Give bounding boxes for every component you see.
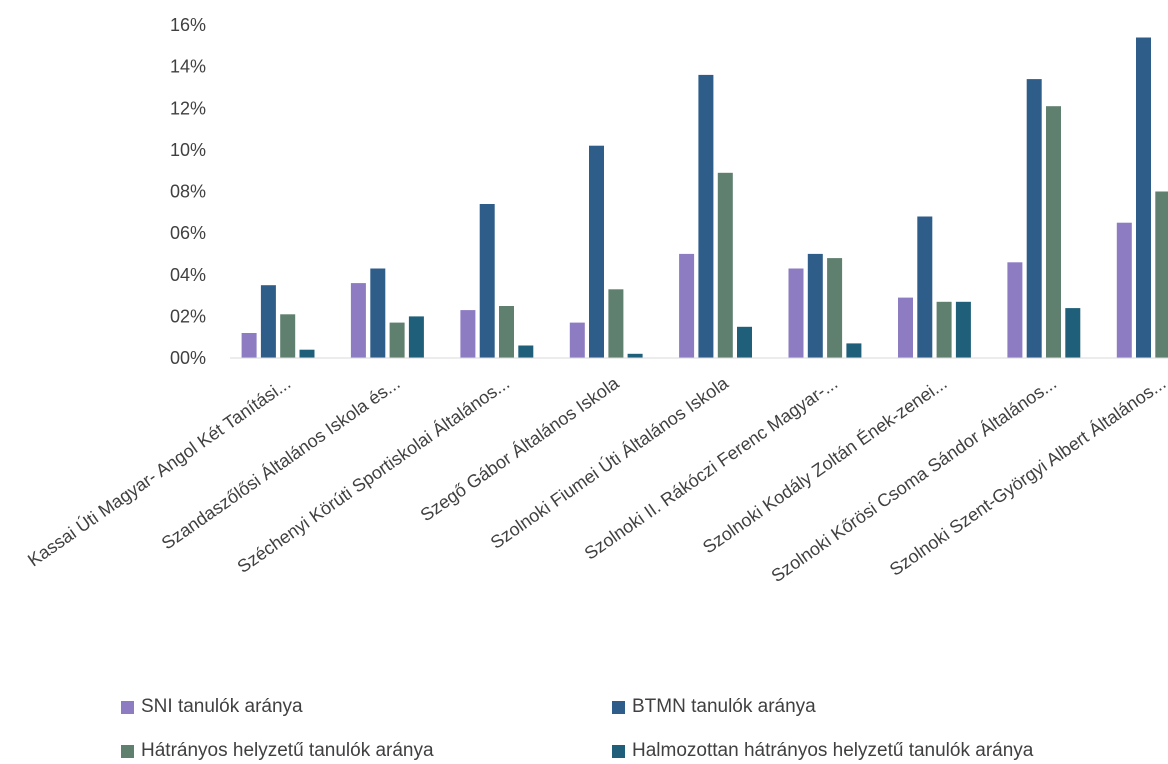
bar[interactable] — [518, 345, 534, 359]
bar[interactable] — [1007, 262, 1023, 358]
bar[interactable] — [1026, 79, 1042, 358]
bar[interactable] — [1065, 308, 1081, 358]
y-tick-label: 04% — [170, 265, 206, 285]
bar[interactable] — [717, 172, 733, 358]
legend-swatch-sni — [121, 700, 134, 714]
bar[interactable] — [846, 343, 862, 358]
bar[interactable] — [260, 285, 276, 358]
bar[interactable] — [737, 326, 752, 358]
bar[interactable] — [499, 306, 514, 358]
bar[interactable] — [827, 258, 843, 358]
legend: SNI tanulók aránya BTMN tanulók aránya H… — [0, 680, 1168, 764]
legend-label-sni: SNI tanulók aránya — [141, 696, 303, 717]
bar[interactable] — [1155, 191, 1168, 359]
bar[interactable] — [1116, 222, 1132, 358]
x-tick-label: Szolnoki Fiumei Úti Általános Iskola — [486, 372, 732, 553]
legend-swatch-hh — [121, 744, 134, 758]
bar[interactable] — [627, 353, 643, 358]
bar[interactable] — [608, 289, 624, 358]
legend-item-sni[interactable]: SNI tanulók aránya — [121, 696, 303, 718]
x-axis: Kassai Úti Magyar- Angol Két Tanítási...… — [24, 372, 1168, 587]
bar[interactable] — [350, 283, 366, 358]
bar[interactable] — [460, 310, 476, 358]
bar[interactable] — [569, 322, 585, 358]
bar[interactable] — [589, 145, 604, 358]
legend-swatch-hhh — [612, 744, 625, 758]
legend-item-btmn[interactable]: BTMN tanulók aránya — [612, 696, 816, 718]
legend-label-hh: Hátrányos helyzetű tanulók aránya — [141, 740, 434, 761]
bar[interactable] — [280, 314, 296, 358]
bars — [241, 37, 1168, 359]
bar[interactable] — [299, 349, 315, 358]
bar[interactable] — [807, 253, 823, 358]
bar[interactable] — [1046, 106, 1061, 358]
y-axis: 00% 02% 04% 06% 08% 10% 12% 14% 16% — [170, 15, 206, 368]
y-tick-label: 08% — [170, 182, 206, 202]
bar[interactable] — [898, 297, 913, 358]
bar[interactable] — [479, 204, 495, 358]
legend-item-hh[interactable]: Hátrányos helyzetű tanulók aránya — [121, 740, 434, 762]
y-tick-label: 16% — [170, 15, 206, 35]
bar[interactable] — [698, 74, 714, 359]
bar[interactable] — [1136, 37, 1151, 359]
legend-label-hhh: Halmozottan hátrányos helyzetű tanulók a… — [632, 740, 1034, 761]
y-tick-label: 10% — [170, 140, 206, 160]
y-tick-label: 12% — [170, 98, 206, 118]
legend-swatch-btmn — [612, 700, 625, 714]
y-tick-label: 06% — [170, 223, 206, 243]
bar[interactable] — [370, 268, 386, 359]
bar-chart-plot: 00% 02% 04% 06% 08% 10% 12% 14% 16% Kassai Úti M… — [24, 15, 1168, 587]
bar[interactable] — [679, 253, 695, 358]
bar[interactable] — [788, 268, 804, 359]
y-tick-label: 00% — [170, 348, 206, 368]
bar[interactable] — [917, 216, 933, 359]
x-tick-label: Szandaszőlősi Általános Iskola és... — [158, 373, 404, 554]
bar[interactable] — [936, 301, 952, 358]
bar[interactable] — [389, 322, 405, 358]
bar[interactable] — [955, 301, 971, 358]
legend-item-hhh[interactable]: Halmozottan hátrányos helyzetű tanulók a… — [612, 740, 1033, 762]
x-tick-label: Szegő Gábor Általános Iskola — [417, 372, 624, 525]
y-tick-label: 02% — [170, 306, 206, 326]
bar[interactable] — [241, 333, 257, 358]
legend-label-btmn: BTMN tanulók aránya — [632, 696, 816, 717]
bar[interactable] — [408, 316, 424, 358]
y-tick-label: 14% — [170, 57, 206, 77]
